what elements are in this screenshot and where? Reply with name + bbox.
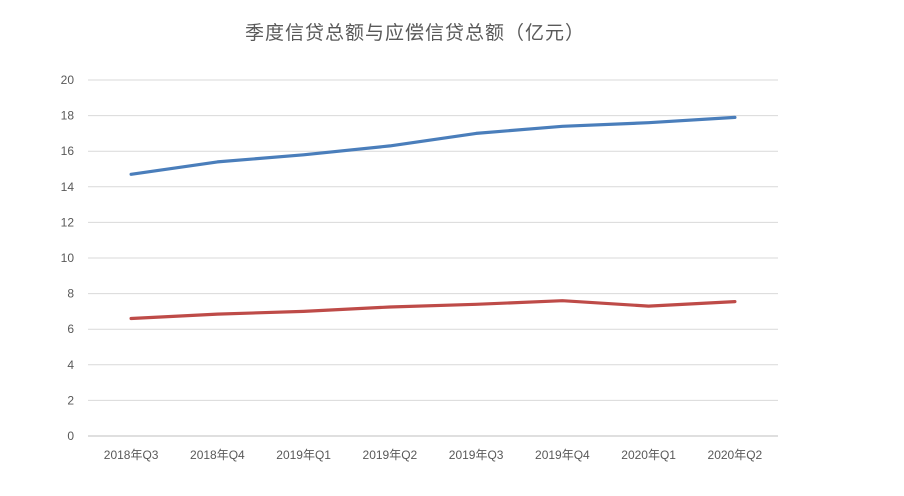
y-tick-label: 18 <box>61 109 75 123</box>
y-tick-label: 10 <box>61 251 75 265</box>
y-tick-label: 4 <box>67 358 74 372</box>
y-tick-label: 8 <box>67 287 74 301</box>
y-tick-label: 14 <box>61 180 75 194</box>
x-tick-label: 2018年Q3 <box>104 448 159 462</box>
series-lines <box>131 117 735 318</box>
x-tick-label: 2019年Q4 <box>535 448 590 462</box>
y-axis-tick-labels: 0 2 4 6 8 10 12 14 16 18 20 <box>61 73 75 443</box>
y-tick-label: 0 <box>67 429 74 443</box>
x-tick-label: 2018年Q4 <box>190 448 245 462</box>
series-line-1 <box>131 117 735 174</box>
series-line-2 <box>131 301 735 319</box>
y-tick-label: 16 <box>61 144 75 158</box>
chart-title: 季度信贷总额与应偿信贷总额（亿元） <box>0 18 830 45</box>
y-tick-label: 20 <box>61 73 75 87</box>
x-tick-label: 2019年Q3 <box>449 448 504 462</box>
x-tick-label: 2019年Q2 <box>363 448 418 462</box>
y-tick-label: 12 <box>61 215 75 229</box>
x-tick-label: 2019年Q1 <box>276 448 331 462</box>
x-axis-tick-labels: 2018年Q3 2018年Q4 2019年Q1 2019年Q2 2019年Q3 2019年… <box>104 448 763 462</box>
gridlines <box>88 80 778 436</box>
x-tick-label: 2020年Q2 <box>708 448 763 462</box>
x-tick-label: 2020年Q1 <box>621 448 676 462</box>
y-tick-label: 6 <box>67 322 74 336</box>
y-tick-label: 2 <box>67 393 74 407</box>
